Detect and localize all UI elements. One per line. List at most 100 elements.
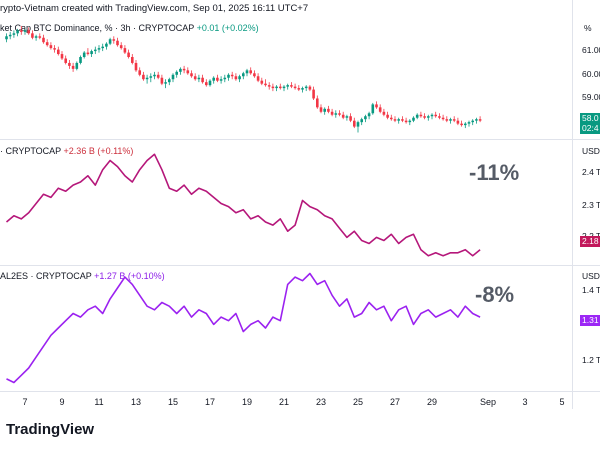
tradingview-logo[interactable]: TradingView — [0, 421, 94, 438]
candle-body — [271, 86, 275, 89]
pane2-price-tag: 2.18 — [580, 236, 600, 247]
candle-body — [90, 51, 93, 55]
candle-body — [345, 116, 349, 118]
candle-body — [364, 116, 367, 120]
candle-body — [123, 48, 127, 53]
x-axis-border — [0, 391, 600, 392]
candle-body — [386, 114, 389, 118]
pane2-tick: 2.3 T — [582, 200, 600, 210]
pane2-unit: USD — [582, 146, 600, 156]
candle-body — [242, 73, 245, 77]
candle-body — [160, 77, 164, 84]
candle-body — [86, 52, 90, 55]
candle-body — [197, 77, 201, 80]
candle-body — [49, 45, 53, 49]
candle-body — [227, 74, 230, 78]
candle-body — [64, 58, 67, 63]
candle-body — [153, 74, 156, 77]
candle-body — [375, 104, 378, 108]
candle-body — [327, 108, 330, 112]
candle-body — [186, 70, 190, 74]
candle-body — [264, 83, 267, 86]
candle-body — [193, 76, 197, 80]
pane1-countdown: 02:4 — [580, 123, 600, 134]
x-tick-label: 25 — [352, 397, 364, 407]
candle-body — [427, 116, 430, 118]
candle-body — [42, 37, 45, 43]
candle-body — [430, 114, 434, 117]
candle-body — [112, 39, 116, 41]
candle-body — [164, 82, 167, 84]
candle-body — [168, 79, 171, 83]
candle-body — [245, 70, 249, 74]
candle-body — [82, 52, 86, 58]
pane-separator-2[interactable] — [0, 265, 600, 266]
pane2-symbol-label: · CRYPTOCAP — [0, 146, 62, 156]
candle-body — [464, 123, 467, 126]
candle-body — [390, 117, 393, 120]
pane1-tick: 61.00 — [582, 45, 600, 55]
tradingview-logo-text: TradingView — [6, 421, 95, 438]
x-tick-label: 9 — [59, 397, 65, 407]
candle-body — [182, 68, 186, 71]
candle-body — [341, 114, 345, 118]
candle-body — [234, 76, 238, 80]
candle-body — [68, 62, 71, 66]
pane2-change: +2.36 B (+0.11%) — [63, 146, 134, 156]
candle-body — [290, 85, 293, 87]
candle-body — [23, 30, 27, 32]
candle-body — [438, 116, 441, 118]
candle-body — [445, 119, 449, 121]
candle-body — [20, 30, 23, 32]
chart-plot-area[interactable] — [0, 0, 572, 392]
candle-body — [38, 36, 42, 38]
candle-body — [53, 48, 56, 50]
x-tick-label: 11 — [94, 397, 104, 407]
pane3-legend: AL2ES · CRYPTOCAP +1.27 B (+0.10%) — [0, 271, 165, 281]
candle-body — [353, 120, 356, 127]
candle-body — [34, 36, 38, 38]
candle-body — [297, 88, 301, 90]
candle-body — [16, 30, 19, 34]
pane3-annotation: -8% — [475, 282, 515, 307]
candle-body — [316, 98, 319, 108]
pane1-tick: 59.00 — [582, 92, 600, 102]
candle-body — [108, 39, 112, 44]
x-tick-label: 21 — [278, 397, 290, 407]
pane3-unit: USD — [582, 271, 600, 281]
candle-body — [60, 54, 64, 59]
candle-body — [282, 86, 286, 89]
candle-body — [319, 107, 323, 112]
candle-body — [475, 119, 478, 121]
candle-body — [260, 80, 264, 84]
chart-header: rypto-Vietnam created with TradingView.c… — [0, 3, 309, 14]
candle-body — [205, 82, 208, 86]
x-tick-label: 23 — [315, 397, 327, 407]
pane3-tick: 1.2 T — [582, 355, 600, 365]
x-tick-label: 27 — [389, 397, 401, 407]
pane-separator-1[interactable] — [0, 139, 600, 140]
candle-body — [208, 80, 212, 86]
candle-body — [190, 73, 193, 77]
candle-body — [452, 119, 456, 121]
candle-body — [286, 85, 289, 87]
candle-body — [460, 123, 463, 126]
pane1-change: +0.01 (+0.02%) — [196, 23, 259, 33]
candle-body — [360, 119, 363, 123]
candle-body — [79, 57, 82, 63]
candle-body — [393, 119, 397, 121]
pane1-unit: % — [584, 23, 592, 33]
candle-body — [31, 33, 34, 38]
pane3-price-tag: 1.31 — [580, 315, 600, 326]
candle-body — [419, 114, 423, 117]
candle-body — [471, 120, 474, 123]
candle-body — [131, 57, 134, 63]
candle-body — [127, 52, 130, 58]
candle-body — [71, 65, 75, 69]
candle-body — [478, 119, 482, 121]
candle-body — [116, 40, 119, 46]
x-tick-label: Sep — [479, 397, 497, 407]
candle-body — [230, 74, 234, 77]
candle-body — [415, 114, 419, 118]
candle-body — [382, 111, 386, 115]
